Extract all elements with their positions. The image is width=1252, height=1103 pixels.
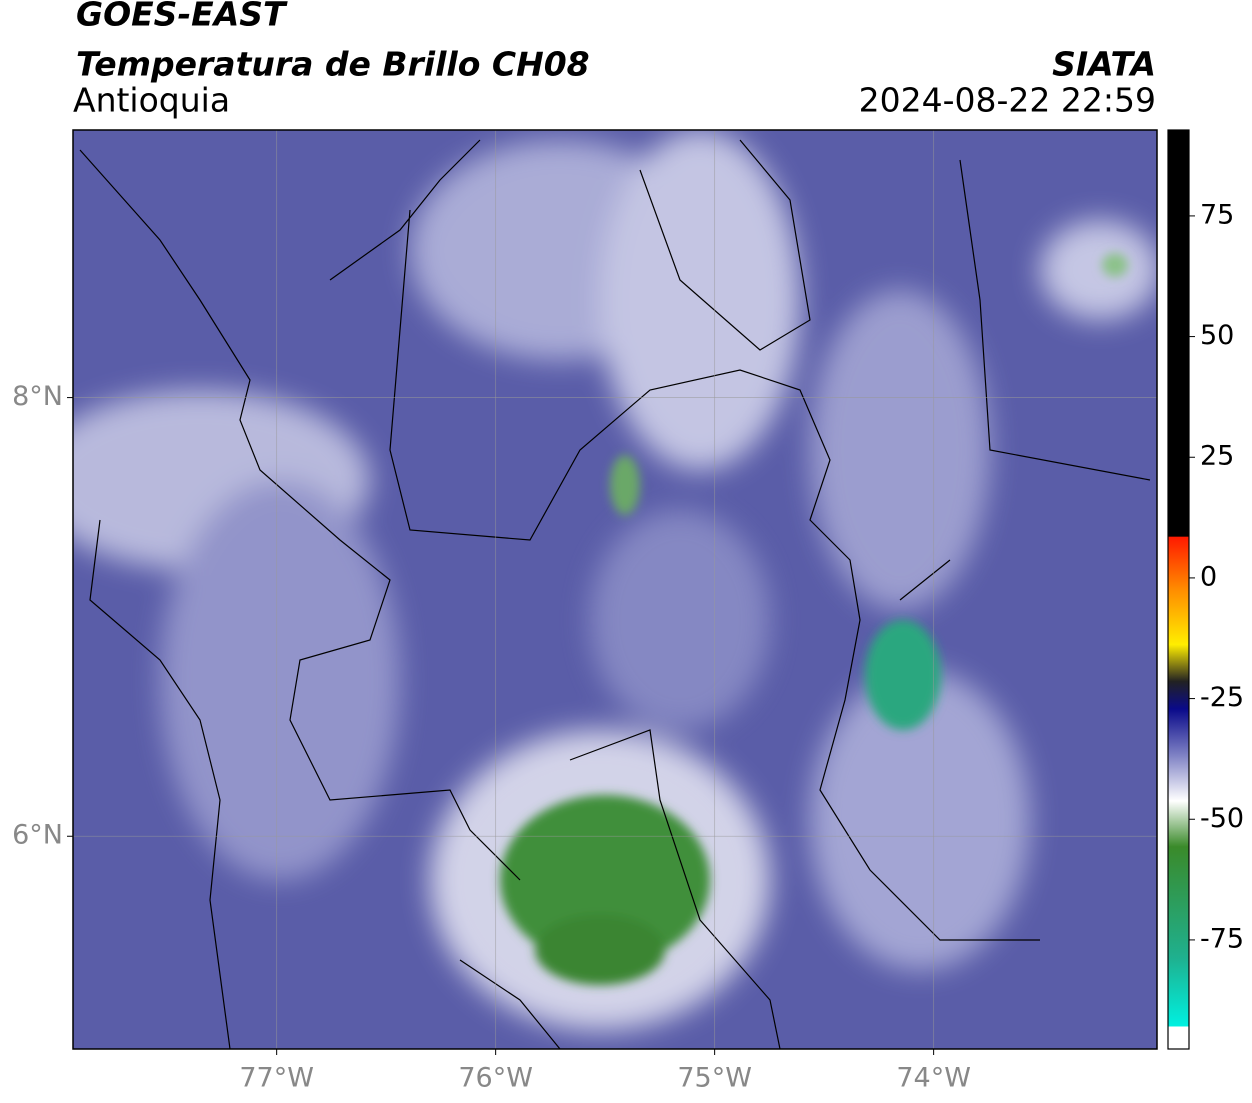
region: Antioquia (73, 81, 230, 120)
x-tick-label: 74°W (896, 1063, 971, 1094)
colorbar-tick-label: -75 (1200, 923, 1244, 954)
map-image (73, 130, 1157, 1049)
subtitle: Temperatura de Brillo CH08 (76, 45, 590, 84)
source: SIATA (1052, 45, 1156, 84)
timestamp: 2024-08-22 22:59 (859, 81, 1156, 120)
colorbar-tick-label: 75 (1200, 199, 1234, 230)
title: GOES-EAST (76, 0, 288, 34)
colorbar-tick-label: -50 (1200, 803, 1244, 834)
x-tick-label: 77°W (239, 1063, 314, 1094)
colorbar-tick-label: -25 (1200, 682, 1244, 713)
colorbar-tick-label: 25 (1200, 441, 1234, 472)
y-tick-label: 6°N (12, 820, 63, 851)
y-tick-label: 8°N (12, 381, 63, 412)
colorbar-tick-label: 0 (1200, 561, 1217, 592)
colorbar (1167, 129, 1190, 1050)
x-tick-label: 75°W (677, 1063, 752, 1094)
colorbar-tick-label: 50 (1200, 320, 1234, 351)
map-frame (72, 129, 1158, 1050)
x-tick-label: 76°W (458, 1063, 533, 1094)
